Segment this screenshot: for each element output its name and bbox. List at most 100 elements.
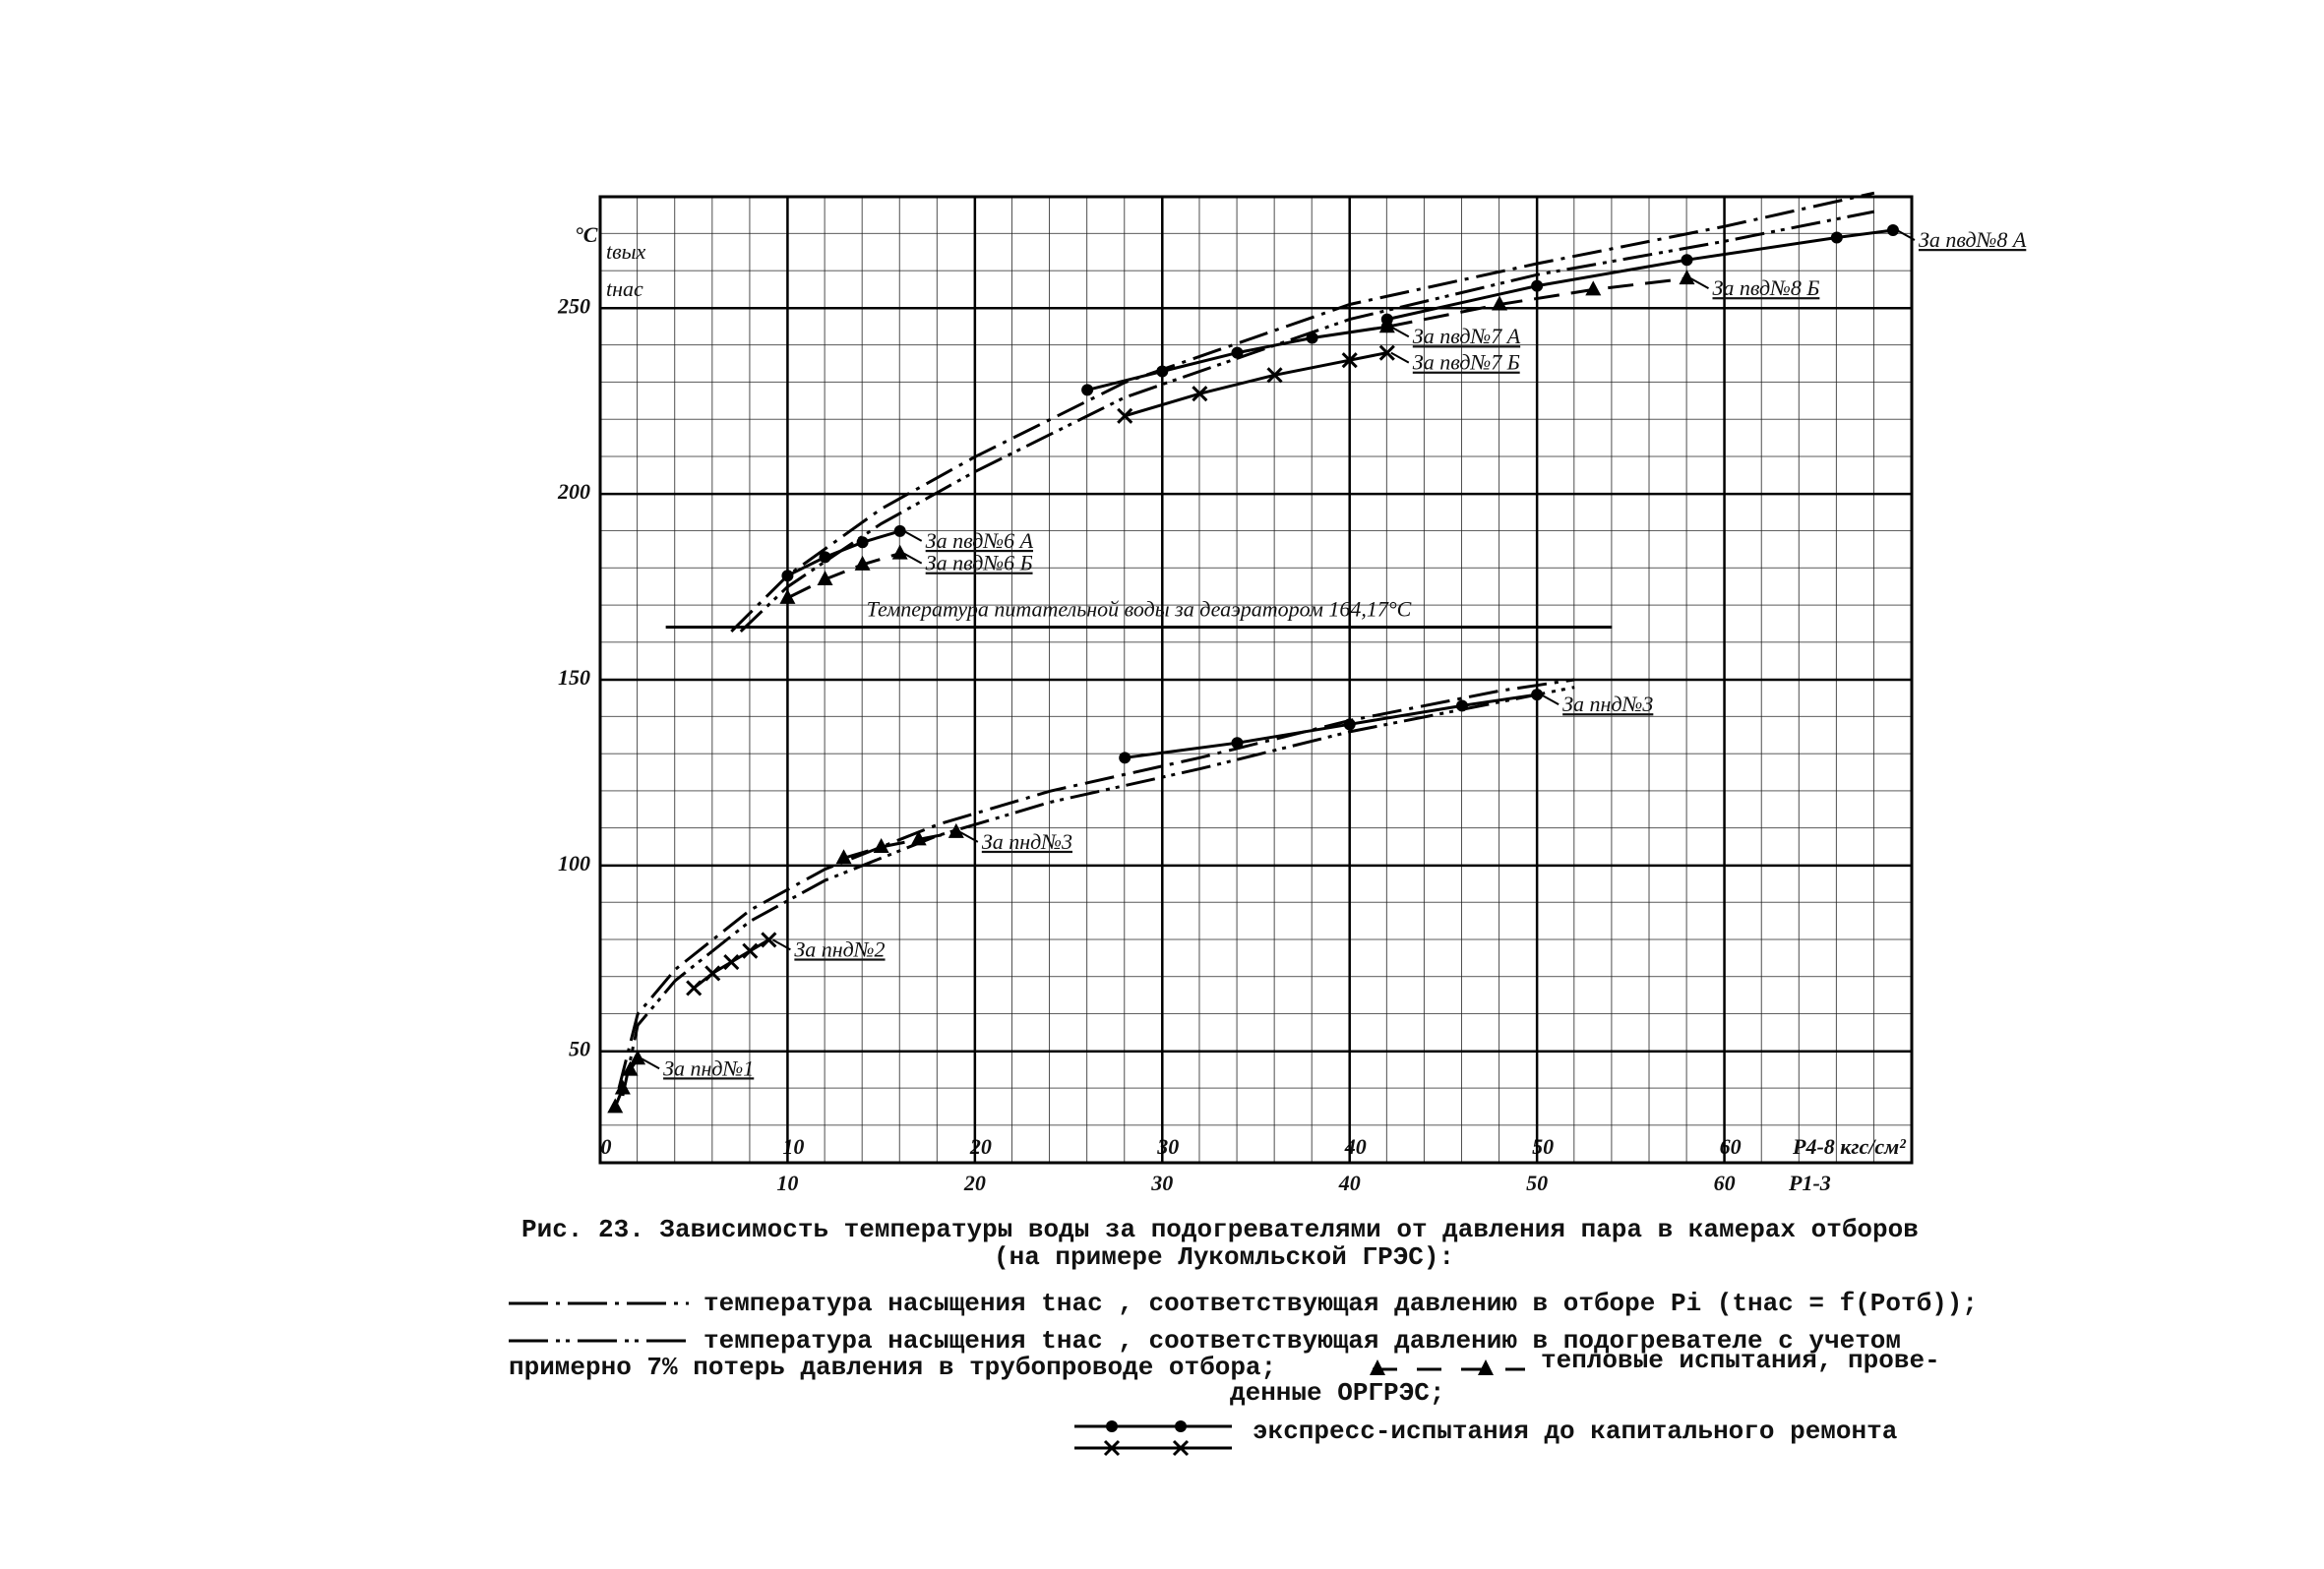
series-label: За пвд№8 А [1919, 227, 2027, 252]
marker [817, 571, 833, 586]
series-label: За пвд№6 А [926, 528, 1034, 553]
y-tick-label: 150 [558, 665, 590, 690]
marker [948, 822, 964, 838]
label-leader [959, 830, 979, 843]
series-line [617, 678, 1575, 1089]
reference-label: Температура питательной воды за деаэрато… [867, 597, 1412, 622]
legend-marker [1103, 1439, 1190, 1457]
marker [854, 555, 871, 571]
series-label: За пнд№1 [663, 1056, 754, 1080]
y-tick-label: 250 [557, 293, 590, 318]
x-tick-label: 60 [1720, 1134, 1742, 1159]
marker [1585, 280, 1602, 296]
caption: температура насыщения tнас , соответству… [703, 1326, 1901, 1356]
label-leader [1390, 326, 1410, 338]
x2-tick-label: 40 [1338, 1171, 1361, 1195]
series-label: За пнд№3 [982, 829, 1072, 854]
x2-tick-label: 50 [1526, 1171, 1548, 1195]
x-label: Р4-8 кгс/см² [1792, 1134, 1906, 1159]
legend-marker [1478, 1359, 1494, 1375]
marker [1531, 689, 1544, 701]
marker [779, 588, 796, 604]
label-leader [903, 530, 923, 542]
label-leader [1690, 277, 1709, 289]
y-tick-label: 100 [558, 851, 590, 875]
legend-marker [1106, 1420, 1118, 1432]
legend-marker [1370, 1359, 1385, 1375]
marker [1306, 332, 1318, 344]
marker [614, 1079, 631, 1095]
series-line [730, 191, 1875, 633]
x2-tick-label: 30 [1150, 1171, 1173, 1195]
marker [1081, 384, 1094, 396]
caption: тепловые испытания, прове- [1541, 1346, 1940, 1375]
series-label: За пвд№8 Б [1712, 275, 1819, 300]
series-label: За пвд№7 Б [1413, 350, 1520, 375]
series-line [739, 210, 1875, 633]
series-label: За пвд№7 А [1413, 324, 1521, 348]
label-leader [1540, 694, 1560, 705]
x-tick-label: 0 [601, 1134, 612, 1159]
marker [1231, 737, 1244, 750]
marker [1266, 367, 1283, 384]
y-label: tвых [606, 239, 646, 264]
x2-label: Р1-3 [1788, 1171, 1831, 1195]
y-label: tнас [606, 276, 643, 301]
marker [1343, 718, 1356, 731]
marker [1679, 270, 1695, 285]
marker [1380, 321, 1393, 333]
marker [723, 953, 740, 971]
series-label: За пнд№2 [794, 936, 885, 961]
marker [1830, 231, 1843, 244]
legend-marker [1175, 1420, 1187, 1432]
marker [761, 932, 777, 948]
x-tick-label: 40 [1344, 1134, 1367, 1159]
marker [1378, 344, 1395, 361]
marker [630, 1050, 646, 1065]
x-tick-label: 30 [1156, 1134, 1179, 1159]
label-leader [903, 552, 923, 565]
marker [819, 551, 831, 564]
marker [607, 1098, 624, 1114]
marker [1192, 386, 1208, 402]
marker [742, 942, 759, 959]
y-unit: °С [575, 222, 598, 247]
marker [893, 524, 906, 537]
series-line [843, 830, 957, 860]
x-tick-label: 10 [782, 1134, 804, 1159]
series-label: За пнд№3 [1562, 692, 1653, 716]
x-tick-label: 50 [1532, 1134, 1554, 1159]
label-leader [1390, 351, 1410, 364]
series-line [786, 552, 901, 600]
marker [781, 570, 794, 582]
label-leader [771, 938, 791, 951]
y-tick-label: 200 [557, 479, 590, 504]
marker [1231, 346, 1244, 359]
marker [1455, 699, 1468, 712]
x-tick-label: 20 [969, 1134, 992, 1159]
caption: примерно 7% потерь давления в трубопрово… [509, 1353, 1276, 1382]
series-line [786, 529, 901, 577]
caption: денные ОРГРЭС; [1230, 1378, 1444, 1408]
caption: экспресс-испытания до капитального ремон… [1253, 1417, 1897, 1446]
marker [835, 849, 852, 865]
marker [1886, 223, 1899, 236]
marker [1117, 407, 1133, 424]
marker [1341, 352, 1358, 369]
x2-tick-label: 10 [776, 1171, 798, 1195]
marker [1492, 295, 1508, 311]
marker [704, 965, 721, 982]
series-line [1386, 276, 1687, 329]
marker [891, 544, 908, 560]
caption: Рис. 23. Зависимость температуры воды за… [521, 1215, 1919, 1244]
marker [910, 830, 927, 846]
marker [1119, 752, 1131, 764]
marker [856, 536, 869, 549]
caption: температура насыщения tнас , соответству… [703, 1289, 1978, 1318]
label-leader [1896, 229, 1916, 241]
caption: (на примере Лукомльской ГРЭС): [994, 1242, 1454, 1272]
marker [622, 1060, 639, 1076]
marker [1681, 254, 1693, 267]
x2-tick-label: 60 [1714, 1171, 1736, 1195]
